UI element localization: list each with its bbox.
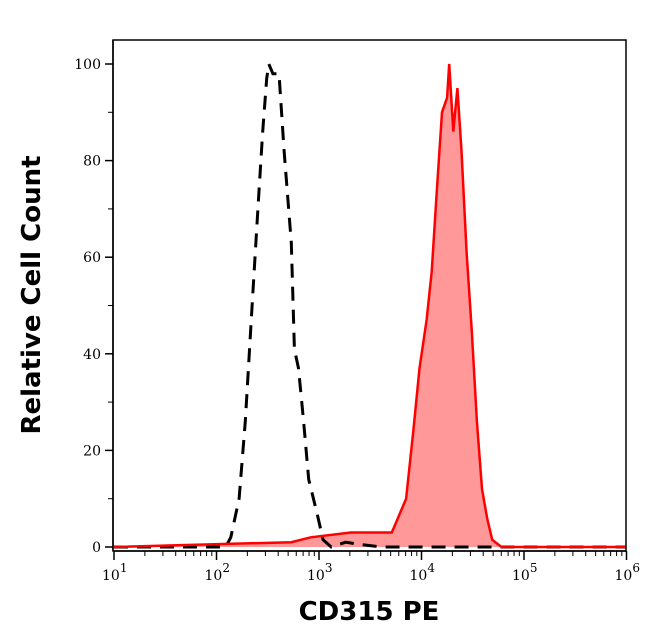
x-tick-label: 104 xyxy=(410,561,436,584)
series-fill-cd315 xyxy=(113,64,626,547)
x-tick-exponent: 4 xyxy=(427,561,435,575)
x-tick-base: 10 xyxy=(102,568,120,584)
x-axis: 101 102 103 104 105 106 xyxy=(102,550,640,584)
x-axis-label: CD315 PE xyxy=(299,597,440,627)
x-tick-base: 10 xyxy=(307,568,325,584)
x-tick-label: 106 xyxy=(615,561,640,584)
y-tick-label: 80 xyxy=(83,154,101,170)
x-tick-exponent: 3 xyxy=(325,561,333,575)
y-axis-label: Relative Cell Count xyxy=(17,155,47,434)
plot-frame xyxy=(112,39,627,552)
x-tick-label: 105 xyxy=(512,561,537,584)
x-tick-exponent: 6 xyxy=(632,561,640,575)
y-tick-label: 60 xyxy=(83,250,101,266)
y-axis: 0 20 40 60 80 100 xyxy=(74,40,114,556)
y-tick-label: 100 xyxy=(74,57,101,73)
series-layer xyxy=(113,58,627,549)
y-tick-label: 40 xyxy=(83,347,101,363)
y-tick-label: 0 xyxy=(92,540,101,556)
x-tick-label: 102 xyxy=(205,561,230,584)
x-tick-label: 101 xyxy=(102,561,127,584)
x-tick-base: 10 xyxy=(615,568,633,584)
series-line-cd315 xyxy=(113,63,626,549)
x-tick-exponent: 5 xyxy=(530,561,538,575)
x-tick-base: 10 xyxy=(512,568,530,584)
series-line-isotype xyxy=(114,58,626,549)
y-tick-label: 20 xyxy=(83,443,101,459)
x-tick-base: 10 xyxy=(205,568,223,584)
x-tick-label: 103 xyxy=(307,561,332,584)
x-tick-base: 10 xyxy=(410,568,428,584)
x-tick-exponent: 2 xyxy=(222,561,230,575)
x-tick-exponent: 1 xyxy=(120,561,128,575)
